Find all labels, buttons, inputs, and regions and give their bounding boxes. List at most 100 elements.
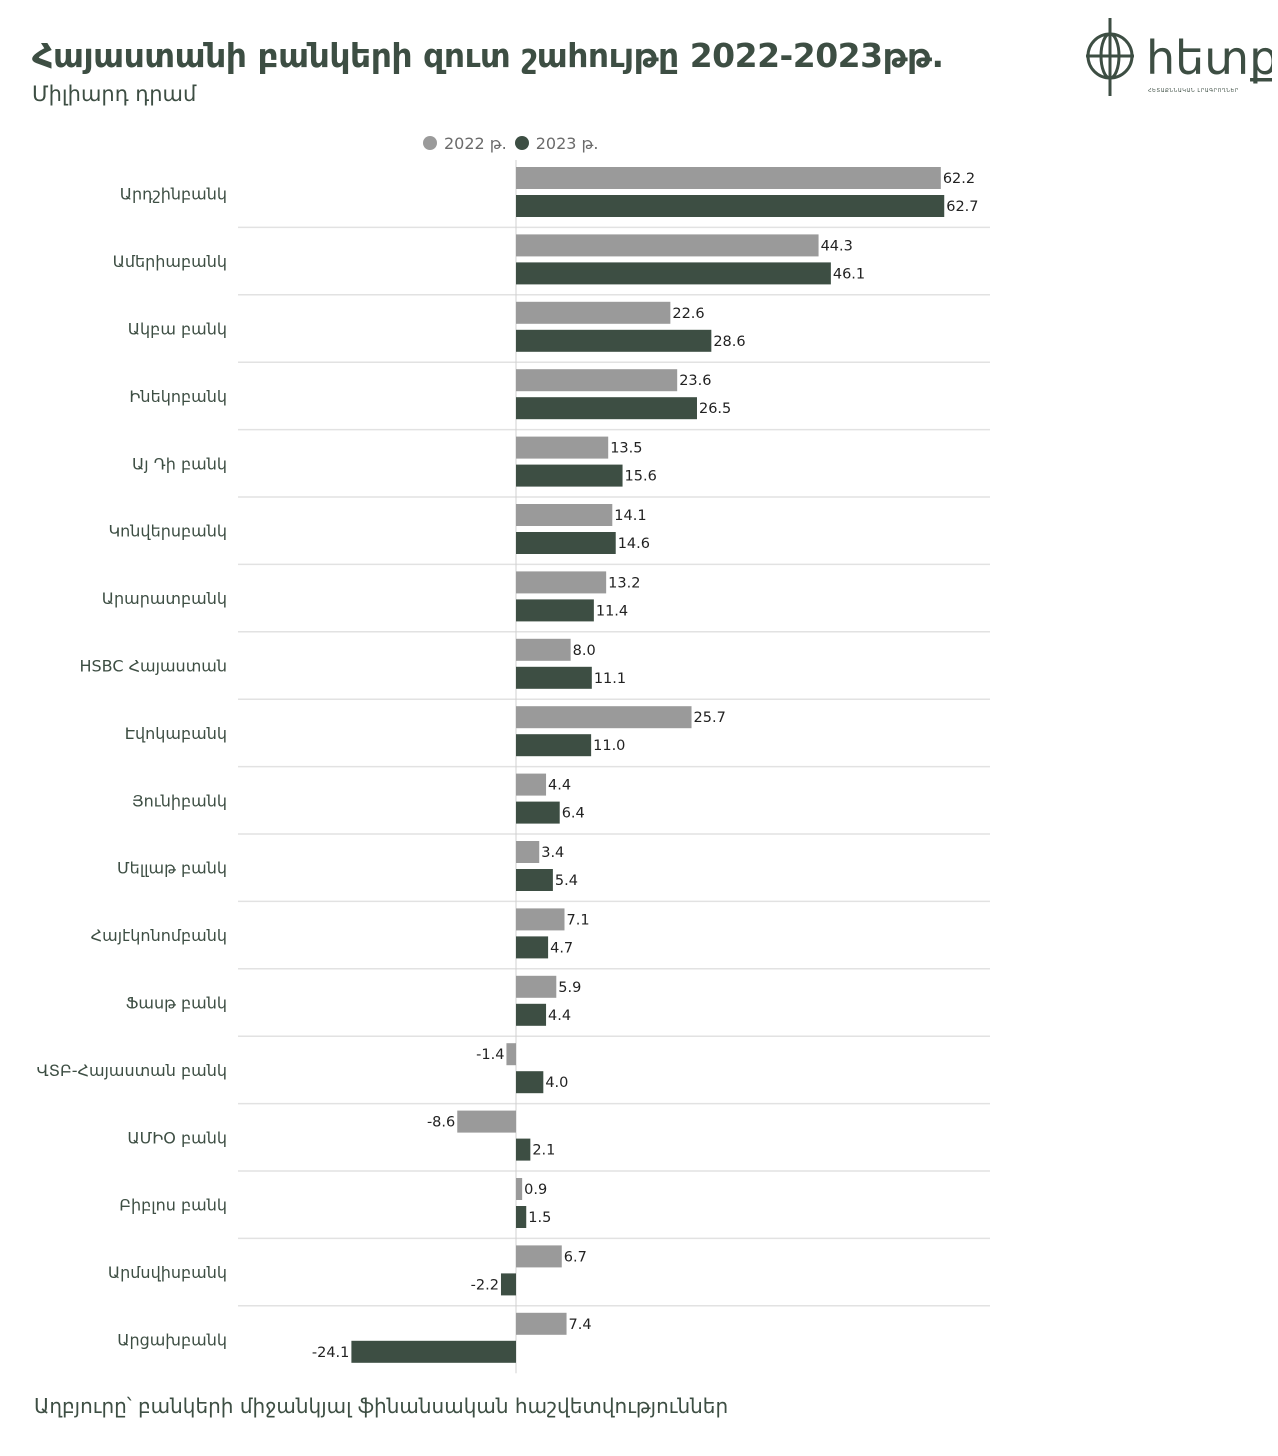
bar-2022 [516,571,607,594]
bar-2023 [516,464,623,487]
value-label: -1.4 [476,1047,504,1063]
legend-item-2022: 2022 թ. [423,134,507,153]
category-label: Յունիբանկ [132,791,227,810]
logo-text: hետք [1146,31,1272,85]
bar-2022 [516,234,819,257]
category-label: Արդշինբանկ [120,185,227,204]
value-label: 0.9 [524,1182,547,1198]
bar-2023 [516,734,592,757]
bar-2022 [516,369,678,392]
category-label: ԱՄԻՕ բանկ [127,1128,227,1147]
value-label: -8.6 [427,1115,455,1131]
value-label: 22.6 [672,306,704,322]
value-label: 14.6 [618,536,650,552]
bar-2022 [516,167,941,189]
category-label: Էվոկաբանկ [125,724,227,743]
bar-2022 [516,773,547,796]
value-label: 6.4 [562,806,585,822]
bar-2022 [516,1178,523,1200]
bar-2022 [516,638,571,661]
legend-dot-2023 [514,136,529,150]
value-label: 3.4 [541,845,564,861]
category-label: Արմսվիսբանկ [108,1263,227,1282]
bar-2022 [516,706,692,729]
chart-subtitle: Միլիարդ դրամ [32,82,197,106]
category-label: Բիբլոս բանկ [119,1196,227,1215]
value-label: 7.1 [566,912,589,928]
value-label: 4.4 [548,1008,571,1024]
logo-tagline: ՀԵՏԱՔՆՆԱԿԱՆ ԼՐԱԳՐՈՂՆԵՐ [1148,88,1239,94]
bar-2023 [516,262,831,285]
value-label: 13.5 [610,441,642,457]
value-label: 5.9 [558,980,581,996]
bar-2023 [516,936,549,959]
legend-label-2023: 2023 թ. [535,133,599,153]
value-label: 62.2 [943,171,975,187]
category-label: Արցախբանկ [117,1331,227,1350]
bar-2022 [516,301,671,324]
legend-dot-2022 [423,136,437,150]
value-label: 7.4 [569,1317,592,1333]
bar-2022 [506,1043,516,1066]
value-label: 2.1 [532,1143,555,1159]
value-label: 23.6 [679,373,711,389]
bar-2022 [516,436,609,459]
bar-2023 [516,1003,547,1026]
value-label: 1.5 [528,1210,551,1226]
value-label: 5.4 [555,873,578,889]
value-label: 62.7 [946,199,978,215]
category-label: Ինեկոբանկ [129,387,227,406]
bar-2022 [516,504,613,526]
value-label: 11.1 [594,671,626,687]
value-label: 26.5 [699,401,731,417]
bar-2023 [516,532,616,554]
bar-2023 [516,195,945,217]
bar-2023 [516,869,553,891]
value-label: 25.7 [694,710,726,726]
bar-2022 [516,1312,567,1335]
category-label: Արարատբանկ [102,589,227,608]
bar-2023 [516,801,560,824]
value-label: 14.1 [614,508,646,524]
value-label: 46.1 [833,266,865,282]
bar-2022 [516,908,565,931]
value-label: 4.4 [548,778,571,794]
bar-2022 [516,841,540,863]
bar-2023 [516,397,697,420]
bar-2023 [500,1273,516,1296]
hetq-logo: hետք ՀԵՏԱՔՆՆԱԿԱՆ ԼՐԱԳՐՈՂՆԵՐ [1086,18,1272,96]
value-label: 4.7 [550,940,573,956]
category-label: Կոնվերսբանկ [108,522,227,541]
bar-2023 [516,599,594,622]
bar-2023 [516,1206,527,1228]
value-label: 13.2 [608,575,640,591]
bar-2023 [351,1340,516,1363]
value-label: -24.1 [312,1345,350,1361]
bar-2023 [516,1138,531,1161]
bar-2023 [516,329,712,352]
value-label: 44.3 [821,238,853,254]
value-label: 11.0 [593,738,625,754]
legend-label-2022: 2022 թ. [444,133,507,153]
globe-compass-icon [1086,18,1134,96]
bar-2023 [516,666,592,689]
value-label: 28.6 [713,334,745,350]
bar-2023 [516,1071,544,1094]
value-label: -2.2 [471,1277,499,1293]
bar-2022 [516,1245,562,1268]
category-label: HSBC Հայաստան [79,657,227,676]
chart-title: Հայաստանի բանկերի զուտ շահույթը 2022-202… [32,36,944,75]
category-label: Հայէկոնոմբանկ [91,926,227,945]
category-label: Ակբա բանկ [128,320,227,339]
source-note: Աղբյուրը՝ բանկերի միջանկյալ ֆինանսական հ… [34,1394,729,1418]
bar-2022 [457,1110,516,1133]
chart-legend: 2022 թ. 2023 թ. [423,132,606,154]
bar-2022 [516,975,557,998]
category-label: Մելլաթ բանկ [117,859,227,878]
category-label: Ամերիաբանկ [113,252,227,271]
category-label: Ֆասթ բանկ [126,994,227,1013]
category-label: ՎՏԲ-Հայաստան բանկ [37,1061,227,1080]
value-label: 11.4 [596,603,628,619]
value-label: 8.0 [573,643,596,659]
